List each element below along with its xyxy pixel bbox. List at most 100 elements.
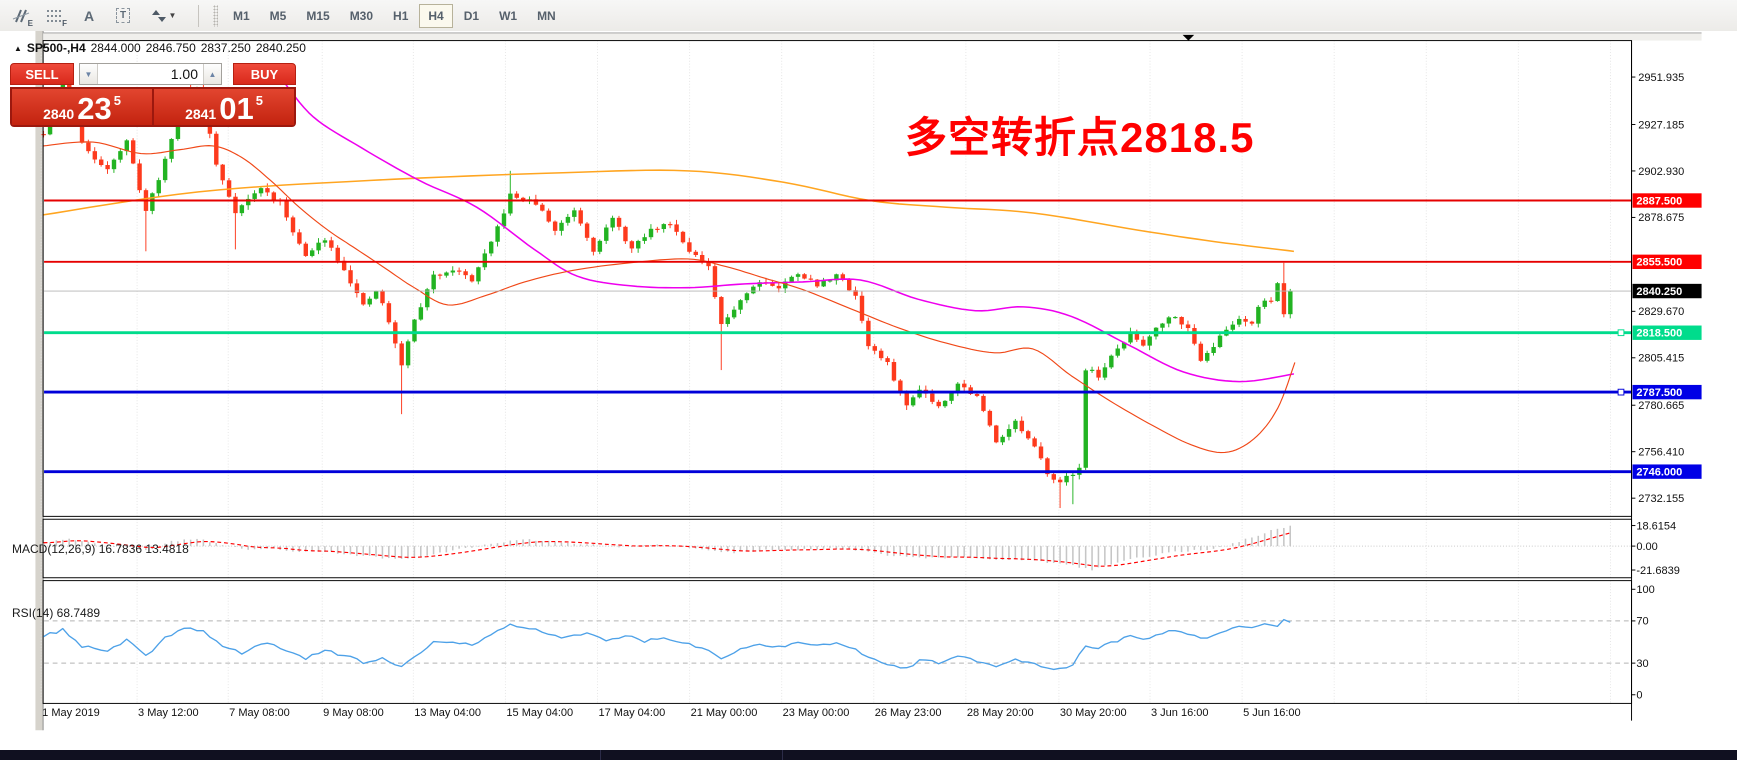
one-click-trade-panel: SELL ▼ ▲ BUY 2840 23 5 2841 01 5 — [10, 63, 296, 127]
ma-slow-orange[interactable] — [42, 169, 1295, 253]
x-axis-label: 1 May 2019 — [42, 707, 100, 719]
x-axis-label: 23 May 00:00 — [783, 707, 850, 719]
y-axis-label: 2780.665 — [1638, 400, 1684, 412]
dropdown-caret-icon: ▼ — [168, 11, 177, 20]
macd-indicator-label: MACD(12,26,9) 16.7836 13.4818 — [12, 542, 189, 556]
y-axis-label: 2829.670 — [1638, 306, 1684, 318]
y-axis: 2951.935 2927.185 2902.930 2878.675 2829.670… — [1631, 72, 1684, 505]
chart-surface[interactable] — [35, 31, 1702, 731]
x-axis-label: 3 May 12:00 — [138, 707, 199, 719]
fibo-grid-icon[interactable]: F — [42, 4, 68, 28]
line-handle[interactable] — [1617, 388, 1625, 396]
price-badge — [1632, 193, 1702, 208]
x-axis-label: 15 May 04:00 — [506, 707, 573, 719]
ohlc-close: 2840.250 — [255, 41, 306, 55]
icon-letter: E — [27, 18, 33, 28]
x-axis-label: 17 May 04:00 — [598, 707, 665, 719]
macd-level-label: 18.6154 — [1636, 520, 1676, 532]
y-axis-label: 2951.935 — [1638, 72, 1684, 84]
ma-fast-red[interactable] — [43, 141, 1296, 454]
price-badge — [1632, 254, 1702, 270]
y-axis-label: 2878.675 — [1638, 212, 1684, 224]
chart-text-annotation: 多空转折点2818.5 — [905, 114, 1255, 161]
timeframe-button-MN[interactable]: MN — [537, 8, 556, 23]
rsi-line — [43, 618, 1291, 671]
ask-price-pips: 01 — [219, 90, 254, 126]
buy-button[interactable]: BUY — [232, 63, 296, 85]
x-axis-label: 30 May 20:00 — [1060, 707, 1127, 719]
y-axis-label: 2902.930 — [1638, 166, 1684, 178]
price-badge — [1632, 325, 1702, 340]
x-axis-label: 13 May 04:00 — [414, 707, 481, 719]
timeframe-group: M1 M5 M15 M30 H1 H4 D1 W1 MN — [224, 3, 567, 28]
price-badge-label: 2818.500 — [1636, 328, 1682, 340]
price-badge-label: 2840.250 — [1636, 286, 1682, 298]
x-axis-label: 21 May 00:00 — [691, 707, 758, 719]
x-axis-label: 3 Jun 16:00 — [1151, 707, 1209, 719]
ohlc-low: 2837.250 — [200, 41, 251, 55]
timeframe-button-M1[interactable]: M1 — [233, 8, 250, 23]
text-label-icon[interactable]: A — [76, 4, 102, 28]
sell-button[interactable]: SELL — [10, 63, 74, 85]
x-axis-label: 28 May 20:00 — [967, 707, 1034, 719]
volume-input[interactable] — [97, 64, 203, 84]
bid-price-big-figure: 2840 — [43, 106, 75, 122]
price-badge-label: 2855.500 — [1636, 257, 1682, 269]
line-handle[interactable] — [1617, 329, 1625, 337]
bid-price-pips: 23 — [77, 90, 112, 126]
macd-signal-line — [43, 532, 1291, 567]
rsi-level-label: 100 — [1636, 584, 1654, 596]
rsi-level-label: 30 — [1636, 658, 1648, 670]
letter-A-glyph: A — [83, 7, 95, 24]
x-axis-label: 26 May 23:00 — [875, 707, 942, 719]
macd-histogram — [42, 525, 1292, 571]
x-axis-label: 9 May 08:00 — [323, 707, 384, 719]
x-axis-label: 7 May 08:00 — [229, 707, 290, 719]
toolbar-separator — [198, 4, 199, 27]
y-axis-label: 2805.415 — [1638, 353, 1684, 365]
timeframe-button-H1[interactable]: H1 — [393, 8, 409, 23]
symbol-period-label: SP500-,H4 — [26, 41, 86, 55]
letter-T-glyph: T — [115, 8, 131, 23]
timeframe-button-M5[interactable]: M5 — [269, 8, 287, 23]
ask-price-box[interactable]: 2841 01 5 — [154, 89, 294, 125]
y-axis-label: 2927.185 — [1638, 119, 1684, 131]
x-axis: 1 May 2019 3 May 12:00 7 May 08:00 9 May 08… — [42, 707, 1301, 719]
toolbar-grip[interactable] — [213, 4, 218, 27]
ohlc-high: 2846.750 — [145, 41, 196, 55]
volume-increase-button[interactable]: ▲ — [202, 64, 221, 84]
timeframe-button-H4[interactable]: H4 — [419, 3, 453, 28]
chart-shift-marker-icon[interactable] — [1182, 34, 1195, 41]
price-badge — [1632, 384, 1702, 400]
macd-level-label: -21.6839 — [1636, 565, 1680, 577]
rsi-level-label: 70 — [1636, 616, 1648, 628]
timeframe-button-M15[interactable]: M15 — [306, 8, 330, 23]
arrange-order-icon[interactable]: ▼ — [144, 4, 184, 28]
bid-ask-display: 2840 23 5 2841 01 5 — [10, 87, 296, 127]
timeframe-button-M30[interactable]: M30 — [349, 8, 374, 23]
chart-canvas[interactable]: 2951.935 2927.185 2902.930 2878.675 2829.670… — [0, 31, 1737, 760]
text-box-icon[interactable]: T — [110, 4, 136, 28]
expert-advisor-icon[interactable]: E — [8, 4, 34, 28]
collapse-triangle-icon[interactable]: ▲ — [14, 43, 22, 53]
price-badge — [1632, 464, 1702, 479]
main-toolbar: E F A T ▼ M1 M5 M15 M30 H1 H4 D1 W1 MN — [0, 0, 1737, 32]
timeframe-button-D1[interactable]: D1 — [463, 8, 480, 23]
y-axis-label: 2732.155 — [1638, 493, 1684, 505]
icon-letter: F — [62, 18, 67, 28]
bid-price-fraction: 5 — [113, 93, 121, 108]
price-badge — [1632, 283, 1702, 299]
price-badge-label: 2787.500 — [1636, 387, 1682, 399]
rsi-indicator-label: RSI(14) 68.7489 — [12, 606, 101, 620]
volume-decrease-button[interactable]: ▼ — [79, 64, 98, 84]
volume-stepper: ▼ ▲ — [78, 63, 222, 85]
ask-price-big-figure: 2841 — [185, 106, 217, 122]
timeframe-button-W1[interactable]: W1 — [499, 8, 518, 23]
ohlc-open: 2844.000 — [90, 41, 141, 55]
status-bar-strip — [0, 750, 1737, 760]
price-badge-label: 2746.000 — [1636, 466, 1682, 478]
bid-price-box[interactable]: 2840 23 5 — [12, 89, 152, 125]
ma-mid-magenta[interactable] — [282, 80, 1295, 383]
chart-title: ▲ SP500-,H4 2844.000 2846.750 2837.250 2… — [14, 41, 306, 55]
macd-level-label: 0.00 — [1636, 541, 1657, 553]
